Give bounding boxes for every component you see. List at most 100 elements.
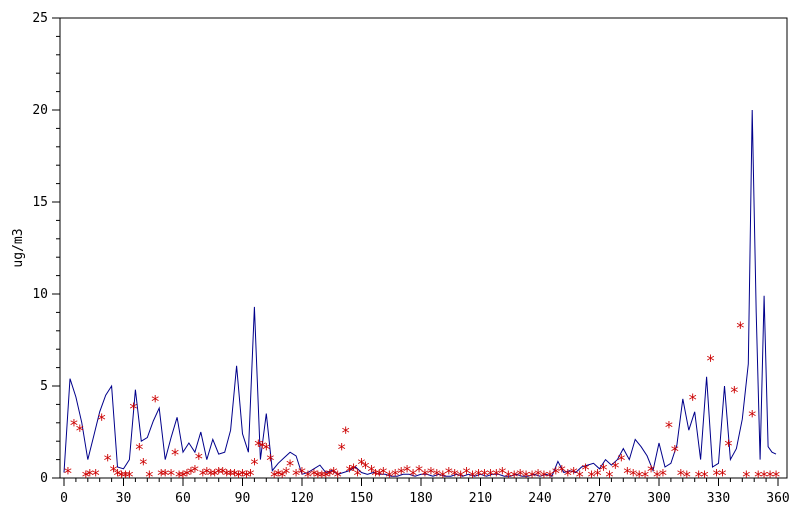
data-point-marker: * xyxy=(69,416,79,435)
data-point-marker: * xyxy=(587,467,597,486)
data-point-marker: * xyxy=(135,440,145,459)
data-point-marker: * xyxy=(486,465,496,484)
y-tick-label: 20 xyxy=(32,103,48,118)
data-point-marker: * xyxy=(222,465,232,484)
data-point-marker: * xyxy=(700,467,710,486)
data-point-marker: * xyxy=(313,467,323,486)
data-point-marker: * xyxy=(214,463,224,482)
data-point-marker: * xyxy=(321,467,331,486)
data-point-marker: * xyxy=(250,454,260,473)
data-point-marker: * xyxy=(390,465,400,484)
data-point-marker: * xyxy=(616,451,626,470)
data-point-marker: * xyxy=(581,460,591,479)
data-point-marker: * xyxy=(186,463,196,482)
data-point-marker: * xyxy=(652,467,662,486)
data-point-marker: * xyxy=(492,465,502,484)
data-point-marker: * xyxy=(273,465,283,484)
data-point-marker: * xyxy=(599,460,609,479)
data-point-marker: * xyxy=(103,451,113,470)
x-tick-label: 150 xyxy=(350,491,373,506)
data-point-marker: * xyxy=(414,462,424,481)
data-point-marker: * xyxy=(765,467,775,486)
data-point-marker: * xyxy=(317,467,327,486)
x-tick-label: 60 xyxy=(175,491,191,506)
data-point-marker: * xyxy=(125,467,135,486)
x-tick-label: 210 xyxy=(469,491,492,506)
x-axis: 0 30 60 90 120 150 180 210 240 270 300 330 360 xyxy=(60,478,790,506)
data-point-marker: * xyxy=(367,462,377,481)
data-point-marker: * xyxy=(545,467,555,486)
data-point-marker: * xyxy=(575,467,585,486)
data-point-marker: * xyxy=(242,467,252,486)
data-point-marker: * xyxy=(611,458,621,477)
data-point-marker: * xyxy=(712,465,722,484)
data-point-marker: * xyxy=(646,462,656,481)
data-point-marker: * xyxy=(444,463,454,482)
data-point-marker: * xyxy=(325,465,335,484)
data-point-marker: * xyxy=(378,463,388,482)
x-tick-label: 240 xyxy=(528,491,551,506)
data-point-marker: * xyxy=(63,463,73,482)
data-point-marker: * xyxy=(341,423,351,442)
data-point-marker: * xyxy=(759,467,769,486)
data-point-marker: * xyxy=(375,465,385,484)
series-layer: ****************************************… xyxy=(63,109,781,486)
data-point-marker: * xyxy=(113,465,123,484)
data-point-marker: * xyxy=(551,463,561,482)
data-point-marker: * xyxy=(246,465,256,484)
data-point-marker: * xyxy=(117,467,127,486)
data-point-marker: * xyxy=(747,406,757,425)
data-point-marker: * xyxy=(277,467,287,486)
data-point-marker: * xyxy=(269,467,279,486)
data-point-marker: * xyxy=(345,462,355,481)
data-point-marker: * xyxy=(771,467,781,486)
data-point-marker: * xyxy=(468,467,478,486)
data-point-marker: * xyxy=(139,454,149,473)
data-point-marker: * xyxy=(309,465,319,484)
data-point-marker: * xyxy=(129,399,139,418)
x-tick-label: 120 xyxy=(290,491,313,506)
data-point-marker: * xyxy=(706,351,716,370)
data-point-marker: * xyxy=(285,456,295,475)
x-tick-label: 180 xyxy=(409,491,432,506)
data-point-marker: * xyxy=(521,467,531,486)
data-point-marker: * xyxy=(297,463,307,482)
data-point-marker: * xyxy=(628,465,638,484)
data-point-marker: * xyxy=(91,465,101,484)
data-point-marker: * xyxy=(361,458,371,477)
data-point-marker: * xyxy=(480,465,490,484)
data-point-marker: * xyxy=(265,451,275,470)
data-point-marker: * xyxy=(741,467,751,486)
y-tick-label: 15 xyxy=(32,195,48,210)
data-point-marker: * xyxy=(724,436,734,455)
data-point-marker: * xyxy=(676,465,686,484)
x-tick-label: 270 xyxy=(588,491,611,506)
data-point-marker: * xyxy=(563,465,573,484)
data-point-marker: * xyxy=(456,467,466,486)
data-point-marker: * xyxy=(174,467,184,486)
data-point-marker: * xyxy=(438,467,448,486)
x-tick-label: 330 xyxy=(707,491,730,506)
data-point-marker: * xyxy=(634,467,644,486)
data-point-marker: * xyxy=(166,465,176,484)
y-tick-label: 5 xyxy=(40,379,48,394)
data-point-marker: * xyxy=(81,467,91,486)
data-point-marker: * xyxy=(194,449,204,468)
data-point-marker: * xyxy=(694,467,704,486)
data-point-marker: * xyxy=(291,465,301,484)
x-tick-label: 0 xyxy=(60,491,68,506)
data-point-marker: * xyxy=(238,465,248,484)
data-point-marker: * xyxy=(170,445,180,464)
data-point-marker: * xyxy=(281,463,291,482)
data-point-marker: * xyxy=(226,465,236,484)
x-tick-label: 90 xyxy=(235,491,251,506)
data-point-marker: * xyxy=(670,441,680,460)
data-point-marker: * xyxy=(144,467,154,486)
data-point-marker: * xyxy=(75,421,85,440)
data-point-marker: * xyxy=(408,465,418,484)
data-point-marker: * xyxy=(210,465,220,484)
data-point-marker: * xyxy=(682,467,692,486)
data-point-marker: * xyxy=(258,438,268,457)
data-point-marker: * xyxy=(234,467,244,486)
